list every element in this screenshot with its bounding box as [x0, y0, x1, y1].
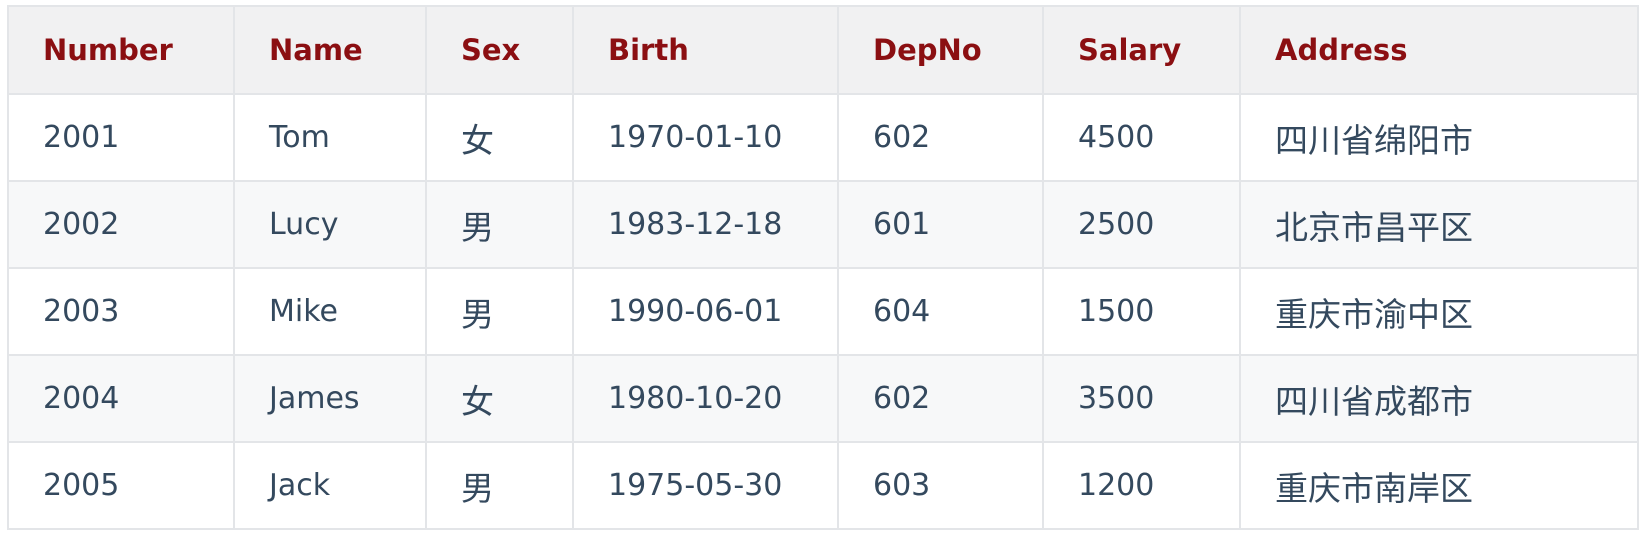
cell-birth: 1970-01-10	[572, 93, 839, 182]
cell-name: Tom	[233, 93, 427, 182]
cell-number: 2003	[7, 267, 235, 356]
cell-birth: 1990-06-01	[572, 267, 839, 356]
cell-depno: 601	[837, 180, 1044, 269]
table-row: 2005 Jack 男 1975-05-30 603 1200 重庆市南岸区	[7, 441, 1639, 530]
cell-address: 四川省绵阳市	[1239, 93, 1639, 182]
cell-salary: 2500	[1042, 180, 1241, 269]
cell-sex: 男	[425, 267, 574, 356]
cell-name: Lucy	[233, 180, 427, 269]
cell-salary: 4500	[1042, 93, 1241, 182]
column-header-name: Name	[233, 5, 427, 95]
cell-number: 2002	[7, 180, 235, 269]
employee-table-container: Number Name Sex Birth DepNo Salary Addre…	[7, 5, 1639, 530]
cell-address: 北京市昌平区	[1239, 180, 1639, 269]
cell-birth: 1980-10-20	[572, 354, 839, 443]
cell-name: Mike	[233, 267, 427, 356]
table-header: Number Name Sex Birth DepNo Salary Addre…	[7, 5, 1639, 95]
cell-sex: 男	[425, 441, 574, 530]
cell-depno: 603	[837, 441, 1044, 530]
table-row: 2003 Mike 男 1990-06-01 604 1500 重庆市渝中区	[7, 267, 1639, 356]
cell-salary: 1500	[1042, 267, 1241, 356]
column-header-birth: Birth	[572, 5, 839, 95]
column-header-sex: Sex	[425, 5, 574, 95]
cell-address: 重庆市南岸区	[1239, 441, 1639, 530]
cell-depno: 602	[837, 93, 1044, 182]
table-body: 2001 Tom 女 1970-01-10 602 4500 四川省绵阳市 20…	[7, 93, 1639, 530]
column-header-number: Number	[7, 5, 235, 95]
cell-name: Jack	[233, 441, 427, 530]
cell-depno: 602	[837, 354, 1044, 443]
table-row: 2001 Tom 女 1970-01-10 602 4500 四川省绵阳市	[7, 93, 1639, 182]
cell-address: 四川省成都市	[1239, 354, 1639, 443]
cell-depno: 604	[837, 267, 1044, 356]
cell-sex: 女	[425, 354, 574, 443]
cell-birth: 1983-12-18	[572, 180, 839, 269]
column-header-salary: Salary	[1042, 5, 1241, 95]
cell-sex: 男	[425, 180, 574, 269]
table-row: 2004 James 女 1980-10-20 602 3500 四川省成都市	[7, 354, 1639, 443]
cell-address: 重庆市渝中区	[1239, 267, 1639, 356]
cell-number: 2005	[7, 441, 235, 530]
column-header-address: Address	[1239, 5, 1639, 95]
cell-birth: 1975-05-30	[572, 441, 839, 530]
cell-number: 2001	[7, 93, 235, 182]
cell-salary: 3500	[1042, 354, 1241, 443]
header-row: Number Name Sex Birth DepNo Salary Addre…	[7, 5, 1639, 95]
employee-table: Number Name Sex Birth DepNo Salary Addre…	[7, 5, 1639, 530]
cell-salary: 1200	[1042, 441, 1241, 530]
table-row: 2002 Lucy 男 1983-12-18 601 2500 北京市昌平区	[7, 180, 1639, 269]
cell-number: 2004	[7, 354, 235, 443]
cell-name: James	[233, 354, 427, 443]
column-header-depno: DepNo	[837, 5, 1044, 95]
cell-sex: 女	[425, 93, 574, 182]
